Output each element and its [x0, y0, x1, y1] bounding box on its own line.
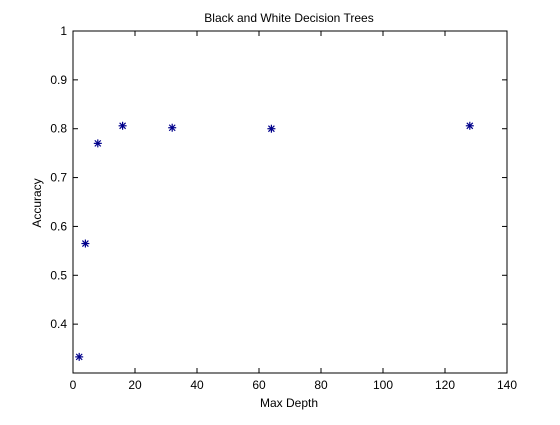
y-tick-label: 0.4 [50, 317, 67, 331]
x-tick-label: 120 [435, 378, 455, 392]
y-tick-label: 0.6 [50, 219, 67, 233]
chart-title: Black and White Decision Trees [204, 11, 373, 25]
y-tick-label: 0.8 [50, 122, 67, 136]
data-point [93, 139, 102, 148]
x-tick-label: 60 [252, 378, 266, 392]
y-axis-label: Accuracy [30, 178, 44, 227]
y-tick-label: 0.9 [50, 73, 67, 87]
x-tick-label: 40 [190, 378, 204, 392]
data-point [465, 121, 474, 130]
data-point [267, 124, 276, 133]
x-ticks: 0 20 40 60 80 100 120 140 [70, 31, 517, 392]
data-point [75, 352, 84, 361]
data-point [81, 239, 90, 248]
x-axis-label: Max Depth [260, 396, 318, 410]
plot-area [72, 30, 508, 374]
x-tick-label: 0 [70, 378, 77, 392]
x-tick-label: 80 [314, 378, 328, 392]
y-tick-label: 0.7 [50, 171, 67, 185]
y-ticks: 0.4 0.5 0.6 0.7 0.8 0.9 1 [50, 24, 507, 331]
y-tick-label: 1 [60, 24, 67, 38]
x-tick-label: 140 [497, 378, 517, 392]
data-point [168, 123, 177, 132]
y-tick-label: 0.5 [50, 268, 67, 282]
data-point [118, 121, 127, 130]
x-tick-label: 20 [128, 378, 142, 392]
data-points [75, 121, 474, 361]
x-tick-label: 100 [373, 378, 393, 392]
